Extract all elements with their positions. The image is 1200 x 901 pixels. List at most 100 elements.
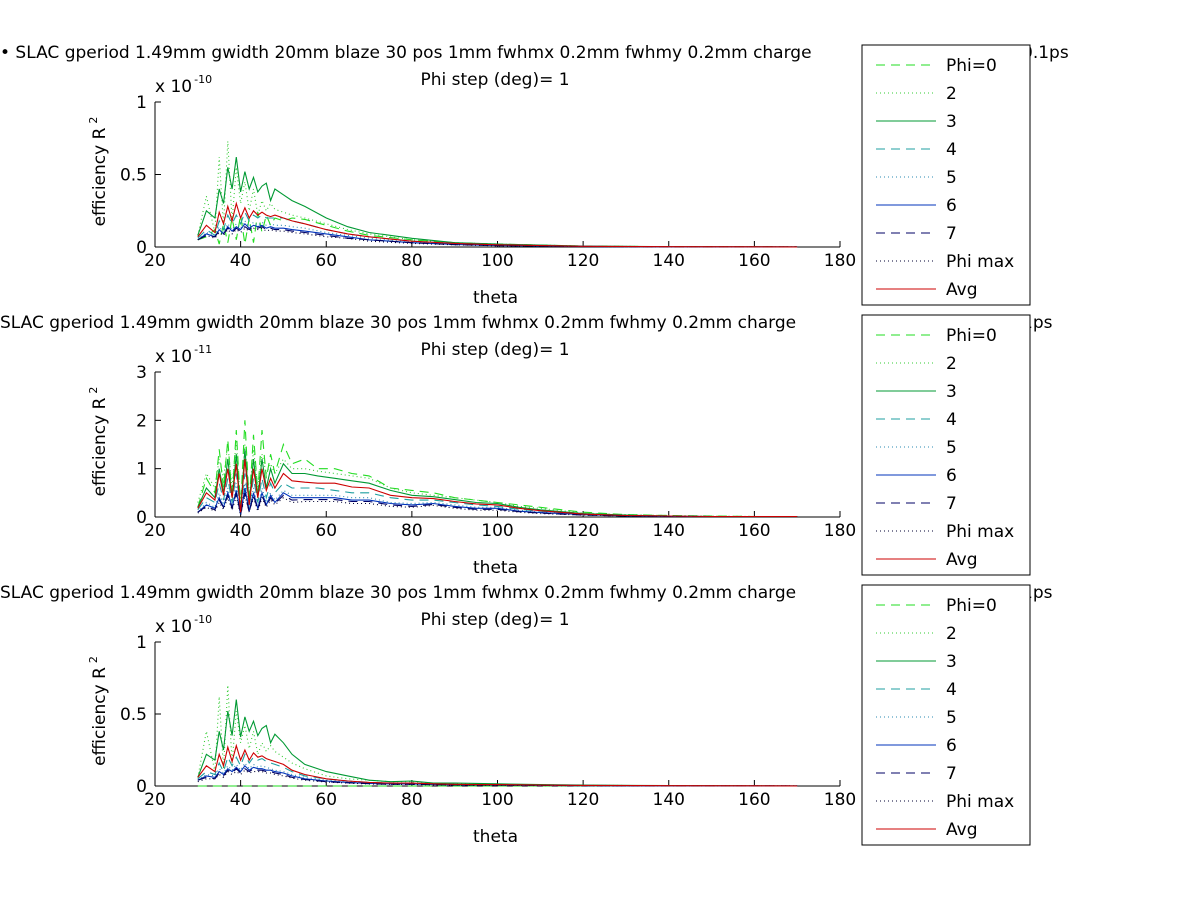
chart-title-suffix: 0.1ps (1022, 43, 1069, 63)
y-axis-label-text: efficiency R (90, 127, 110, 226)
y-tick-label: 0.5 (120, 705, 147, 725)
series-line-3 (197, 699, 798, 787)
y-exponent-power: -10 (194, 73, 212, 86)
legend-box (861, 584, 1031, 846)
chart-title: • SLAC gperiod 1.49mm gwidth 20mm blaze … (0, 43, 812, 63)
series-line-2 (197, 141, 798, 248)
chart-panel-2: SLAC gperiod 1.49mm gwidth 20mm blaze 30… (0, 313, 1053, 578)
y-exponent-power: -10 (194, 613, 212, 626)
series-line-9 (197, 201, 798, 248)
y-tick-label: 1 (136, 633, 147, 653)
x-tick-label: 120 (567, 521, 599, 541)
series-line-4 (197, 210, 798, 248)
y-axis-label: efficiency R 2 (87, 387, 110, 497)
y-exponent-base: x 10 (155, 77, 192, 97)
legend-entry: Avg (946, 550, 978, 570)
y-axis-label: efficiency R 2 (87, 117, 110, 227)
y-axis-label: efficiency R 2 (87, 656, 110, 766)
y-exponent: x 10 -11 (155, 343, 212, 367)
panels: • SLAC gperiod 1.49mm gwidth 20mm blaze … (0, 43, 1069, 847)
series-line-9 (197, 458, 798, 518)
x-tick-label: 140 (653, 251, 685, 271)
legend-entry: Avg (946, 820, 978, 840)
x-tick-label: 60 (315, 251, 337, 271)
legend-entry: 5 (946, 168, 957, 188)
x-tick-label: 80 (401, 790, 423, 810)
chart-title: SLAC gperiod 1.49mm gwidth 20mm blaze 30… (0, 313, 796, 333)
y-exponent-base: x 10 (155, 347, 192, 367)
legend-entry: 7 (946, 224, 957, 244)
y-tick-label: 0.5 (120, 166, 147, 186)
legend-entry: Phi max (946, 522, 1014, 542)
x-tick-label: 80 (401, 521, 423, 541)
legend-entry: 5 (946, 708, 957, 728)
series-line-3 (197, 157, 798, 248)
legend: Phi=0 2 3 4 5 6 7 Phi max Avg (861, 584, 1031, 846)
legend: Phi=0 2 3 4 5 6 7 Phi max Avg (861, 314, 1031, 576)
y-exponent-base: x 10 (155, 617, 192, 637)
legend-entry: 4 (946, 410, 957, 430)
legend-entry: Phi=0 (946, 326, 997, 346)
y-tick-label: 1 (136, 460, 147, 480)
legend-entry: 6 (946, 736, 957, 756)
y-tick-label: 2 (136, 411, 147, 431)
x-tick-label: 40 (230, 790, 252, 810)
legend: Phi=0 2 3 4 5 6 7 Phi max Avg (861, 44, 1031, 306)
y-tick-label: 1 (136, 93, 147, 113)
y-exponent: x 10 -10 (155, 73, 212, 97)
y-exponent: x 10 -10 (155, 613, 212, 637)
y-axis-label-text: efficiency R (90, 397, 110, 496)
series-line-7 (197, 225, 798, 248)
legend-entry: Phi max (946, 252, 1014, 272)
y-axis-label-text: efficiency R (90, 667, 110, 766)
y-exponent-power: -11 (194, 343, 212, 356)
chart-panel-3: SLAC gperiod 1.49mm gwidth 20mm blaze 30… (0, 583, 1053, 847)
legend-entry: 2 (946, 624, 957, 644)
x-tick-label: 40 (230, 251, 252, 271)
y-axis-label-sup: 2 (87, 387, 100, 394)
x-tick-label: 100 (481, 251, 513, 271)
legend-entry: 6 (946, 196, 957, 216)
legend-entry: 7 (946, 494, 957, 514)
x-tick-label: 20 (144, 251, 166, 271)
legend-entry: Phi=0 (946, 56, 997, 76)
x-tick-label: 160 (738, 521, 770, 541)
x-axis-label: theta (473, 827, 518, 847)
chart-title: SLAC gperiod 1.49mm gwidth 20mm blaze 30… (0, 583, 796, 603)
y-tick-label: 0 (136, 777, 147, 797)
series-line-2 (197, 685, 798, 787)
x-tick-label: 140 (653, 790, 685, 810)
x-tick-label: 180 (824, 790, 856, 810)
x-tick-label: 180 (824, 251, 856, 271)
x-tick-label: 20 (144, 521, 166, 541)
legend-entry: 2 (946, 84, 957, 104)
x-axis-label: theta (473, 558, 518, 578)
chart-panel-1: • SLAC gperiod 1.49mm gwidth 20mm blaze … (0, 43, 1069, 308)
x-tick-label: 180 (824, 521, 856, 541)
legend-entry: 3 (946, 652, 957, 672)
x-tick-label: 100 (481, 521, 513, 541)
legend-entry: 3 (946, 382, 957, 402)
legend-entry: 4 (946, 140, 957, 160)
legend-box (861, 44, 1031, 306)
legend-entry: 5 (946, 438, 957, 458)
x-tick-label: 60 (315, 790, 337, 810)
legend-entry: 2 (946, 354, 957, 374)
legend-entry: Phi=0 (946, 596, 997, 616)
legend-entry: 7 (946, 764, 957, 784)
x-tick-label: 100 (481, 790, 513, 810)
legend-entry: Phi max (946, 792, 1014, 812)
x-tick-label: 40 (230, 521, 252, 541)
x-axis-label: theta (473, 288, 518, 308)
series-line-5 (197, 219, 798, 248)
x-tick-label: 160 (738, 790, 770, 810)
x-tick-label: 160 (738, 251, 770, 271)
x-tick-label: 120 (567, 790, 599, 810)
y-tick-label: 0 (136, 238, 147, 258)
series-line-8 (197, 494, 798, 518)
chart-subtitle: Phi step (deg)= 1 (420, 340, 569, 360)
x-tick-label: 60 (315, 521, 337, 541)
legend-entry: 4 (946, 680, 957, 700)
y-tick-label: 0 (136, 508, 147, 528)
